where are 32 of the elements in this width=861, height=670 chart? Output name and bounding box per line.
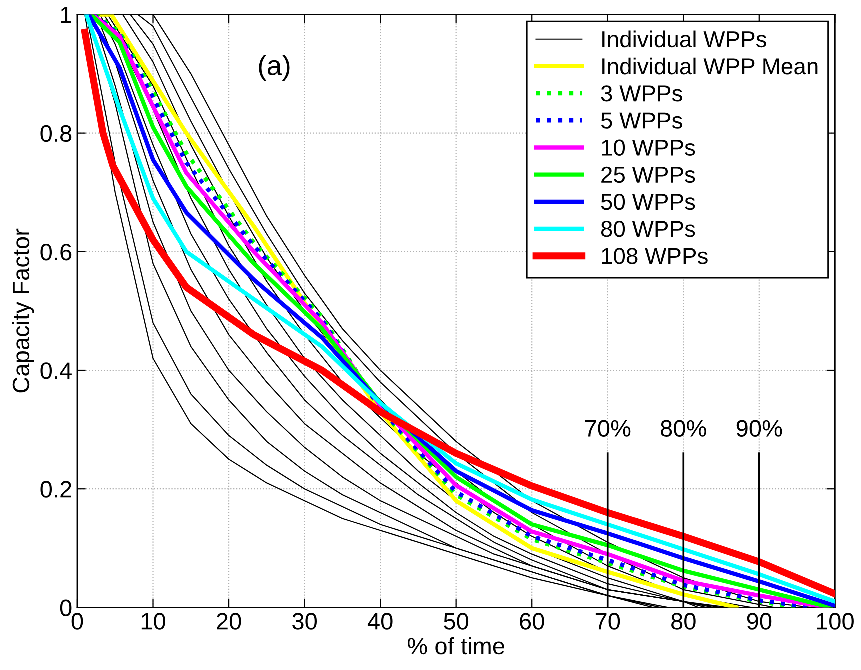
legend-label: Individual WPP Mean [602,58,818,75]
x-tick-label: 70 [596,613,620,630]
x-tick-label: 30 [292,613,318,630]
y-tick-label: 0.8 [40,125,72,142]
legend-label: 25 WPPs [602,166,696,184]
ref-line-label: 80% [661,420,706,437]
legend-label: Individual WPPs [602,30,766,48]
legend-label: 80 WPPs [601,221,696,238]
x-tick-label: 20 [217,613,242,630]
x-tick-label: 60 [520,613,544,630]
x-tick-label: 90 [747,613,772,630]
y-tick-label: 1 [61,7,72,24]
x-tick-label: 80 [672,613,696,630]
y-tick-label: 0.2 [40,481,72,498]
x-axis-title: % of time [408,637,504,655]
legend-label: 10 WPPs [602,140,696,156]
ref-line-label: 70% [585,420,631,437]
x-tick-label: 50 [444,613,469,630]
legend-label: 108 WPPs [602,248,708,264]
y-tick-label: 0 [60,600,72,616]
legend-label: 5 WPPs [601,112,682,129]
legend-label: 3 WPPs [601,86,682,102]
y-tick-label: 0.4 [40,362,72,380]
y-axis-title: Capacity Factor [12,228,34,393]
y-tick-label: 0.6 [40,244,72,261]
x-tick-label: 40 [368,613,393,630]
annotation: (a) [259,55,290,82]
legend-label: 50 WPPs [601,194,696,210]
x-tick-label: 10 [142,613,166,630]
x-tick-label: 0 [72,613,84,630]
x-tick-label: 100 [817,613,854,630]
ref-line-label: 90% [736,420,782,437]
